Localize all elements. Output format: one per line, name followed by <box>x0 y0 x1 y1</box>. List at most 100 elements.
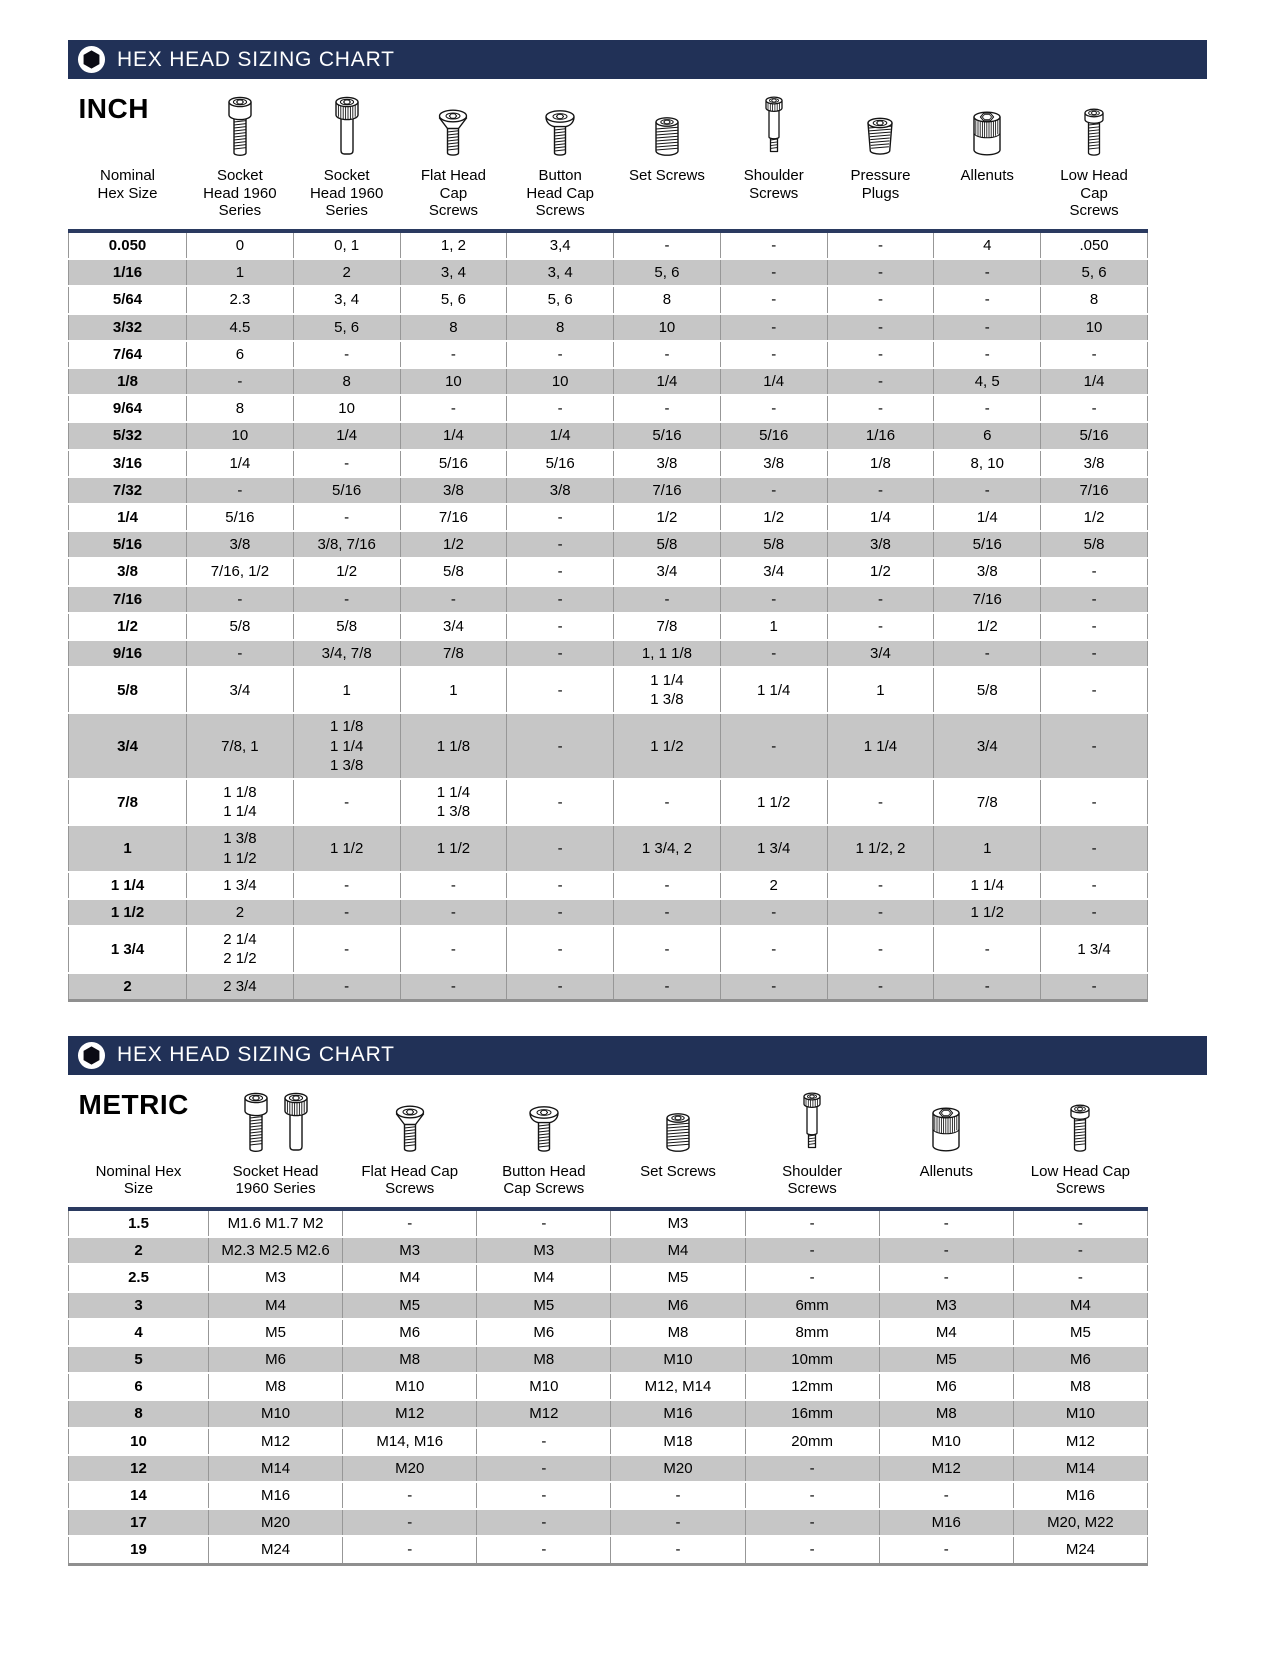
row-header-cell: 1/4 <box>68 502 187 532</box>
column-header: Allenuts <box>960 167 1014 184</box>
row-header-cell: 7/8 <box>68 777 187 826</box>
data-cell: 3, 4 <box>399 258 507 287</box>
data-cell: M8 <box>610 1317 746 1346</box>
data-cell: 1 1/2 <box>292 824 401 872</box>
data-cell: - <box>719 394 828 423</box>
data-cell: - <box>933 638 1041 668</box>
data-cell: - <box>476 1535 611 1564</box>
data-cell: - <box>399 584 507 613</box>
data-cell: - <box>186 638 294 668</box>
data-cell: M8 <box>476 1344 611 1374</box>
data-cell: - <box>744 1480 880 1510</box>
data-cell: 3/4 <box>719 557 828 586</box>
data-cell: - <box>933 312 1041 341</box>
row-header-cell: 9/16 <box>68 638 187 668</box>
data-cell: - <box>1040 584 1148 613</box>
data-cell: 5/8 <box>933 666 1041 714</box>
data-cell: 7/8 <box>933 777 1041 826</box>
data-cell: - <box>476 1453 611 1482</box>
data-cell: 1 <box>186 258 294 287</box>
data-cell: M20, M22 <box>1012 1508 1149 1537</box>
row-header-cell: 1 1/4 <box>68 870 187 899</box>
table-row: 1/16 1 2 3, 4 3, 4 5, 6- - -5, 6 <box>68 258 1148 287</box>
icon-cell <box>1013 1087 1147 1161</box>
data-cell: M6 <box>610 1290 746 1319</box>
data-cell: 5/8 <box>613 530 721 559</box>
data-cell: - <box>506 824 614 872</box>
data-cell: M16 <box>610 1399 746 1428</box>
data-cell: - <box>476 1508 611 1537</box>
row-header-cell: 3/4 <box>68 712 187 779</box>
data-cell: - <box>476 1480 611 1510</box>
column-header: Flat Head Cap Screws <box>420 167 486 220</box>
data-cell: - <box>744 1236 880 1265</box>
icon-row: INCH <box>69 91 1148 165</box>
data-cell: 1/4 <box>1040 366 1148 396</box>
data-cell: - <box>342 1508 477 1537</box>
data-cell: 1/2 <box>826 557 934 586</box>
data-cell: 5, 6 <box>506 285 614 314</box>
data-cell: 6 <box>186 339 294 368</box>
button-head-cap-screw-icon <box>541 107 579 159</box>
column-header: Low Head Cap Screws <box>1060 167 1128 220</box>
data-cell: 7/16 <box>399 502 507 532</box>
row-header-cell: 1/16 <box>68 258 187 287</box>
data-cell: 5, 6 <box>1040 258 1148 287</box>
data-cell: 5/16 <box>933 530 1041 559</box>
table-row: 1.5 M1.6 M1.7 M2- - M3- - - <box>68 1209 1149 1238</box>
data-cell: 1/4 <box>292 421 401 450</box>
inch-section: HEX HEAD SIZING CHART INCH Nominal Hex S… <box>68 40 1207 1002</box>
data-cell: M8 <box>342 1344 477 1374</box>
data-cell: - <box>1040 394 1148 423</box>
data-cell: - <box>826 584 934 613</box>
data-cell: M14 <box>1012 1453 1149 1482</box>
data-cell: 3/4 <box>399 611 507 640</box>
row-header-cell: 12 <box>68 1453 209 1482</box>
icon-cell <box>293 91 400 165</box>
pressure-plug-icon <box>862 115 898 159</box>
data-cell: - <box>719 712 828 779</box>
data-cell: 5, 6 <box>292 312 401 341</box>
data-cell: - <box>1040 777 1148 826</box>
data-cell: M5 <box>476 1290 611 1319</box>
data-cell: - <box>826 394 934 423</box>
data-cell: 3/4 <box>186 666 294 714</box>
hex-badge-icon <box>77 1041 106 1069</box>
data-cell: 3/4 <box>933 712 1041 779</box>
table-row: 14 M16- - - - - M16 <box>68 1480 1149 1510</box>
table-row: 19 M24- - - - - M24 <box>68 1535 1149 1564</box>
data-cell: 10mm <box>744 1344 880 1374</box>
data-cell: - <box>506 777 614 826</box>
data-cell: M10 <box>342 1372 477 1401</box>
data-cell: 1/4 <box>719 366 828 396</box>
data-cell: - <box>826 897 934 927</box>
column-header: Pressure Plugs <box>850 167 911 202</box>
data-cell: 1/2 <box>1040 502 1148 532</box>
data-cell: - <box>719 638 828 668</box>
table-row: 2 M2.3 M2.5 M2.6 M3 M3 M4- - - <box>68 1236 1149 1265</box>
data-cell: 7/16, 1/2 <box>186 557 294 586</box>
data-cell: - <box>506 394 614 423</box>
column-header: Socket Head 1960 Series <box>232 1162 319 1198</box>
data-cell: M24 <box>207 1535 343 1564</box>
data-cell: 1 1/4 <box>719 666 828 714</box>
data-cell: - <box>933 285 1041 314</box>
data-cell: 1 1/4 <box>933 870 1041 899</box>
data-cell: - <box>476 1426 611 1455</box>
data-cell: 10 <box>506 366 614 396</box>
icon-cell <box>745 1087 879 1161</box>
column-header: Shoulder Screws <box>743 167 804 202</box>
data-cell: - <box>826 611 934 640</box>
data-cell: M5 <box>207 1317 343 1346</box>
data-cell: M4 <box>1012 1290 1149 1319</box>
data-cell: - <box>719 475 828 504</box>
data-cell: - <box>719 258 828 287</box>
table-row: 7/32-5/16 3/8 3/8 7/16- - -7/16 <box>68 475 1148 504</box>
row-header-cell: 0.050 <box>68 231 187 260</box>
data-cell: - <box>292 925 401 973</box>
data-cell: M6 <box>878 1372 1014 1401</box>
data-cell: 8 <box>613 285 721 314</box>
data-cell: - <box>1040 870 1148 899</box>
column-header: Allenuts <box>919 1162 973 1180</box>
row-header-cell: 7/32 <box>68 475 187 504</box>
